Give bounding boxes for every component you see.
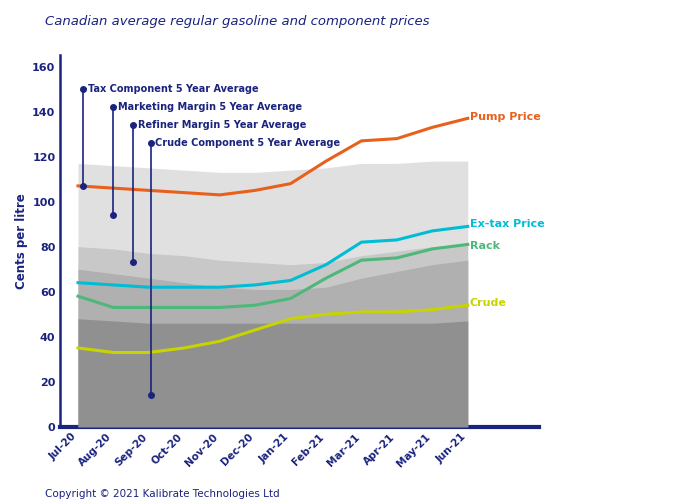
Text: Marketing Margin 5 Year Average: Marketing Margin 5 Year Average [118,102,302,112]
Text: Refiner Margin 5 Year Average: Refiner Margin 5 Year Average [138,120,306,130]
Text: Ex-tax Price: Ex-tax Price [469,219,544,229]
Y-axis label: Cents per litre: Cents per litre [15,193,28,289]
Text: Tax Component 5 Year Average: Tax Component 5 Year Average [88,84,258,94]
Text: Rack: Rack [469,240,500,250]
Text: Canadian average regular gasoline and component prices: Canadian average regular gasoline and co… [45,15,430,28]
Text: Copyright © 2021 Kalibrate Technologies Ltd: Copyright © 2021 Kalibrate Technologies … [45,489,280,499]
Text: Crude: Crude [469,298,507,308]
Text: Pump Price: Pump Price [469,112,540,122]
Text: Crude Component 5 Year Average: Crude Component 5 Year Average [155,138,340,148]
